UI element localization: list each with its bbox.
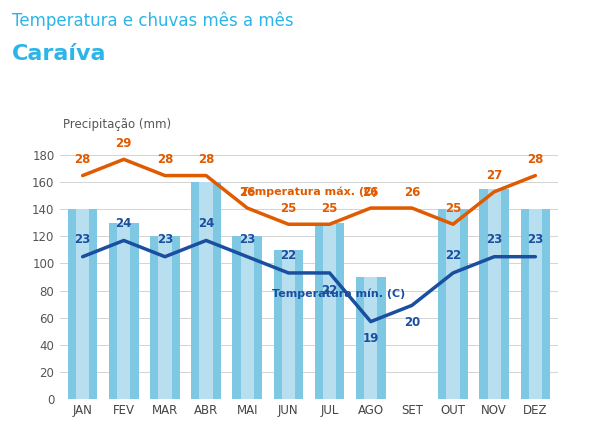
Bar	[315, 223, 344, 399]
Bar	[241, 237, 254, 399]
Bar	[158, 237, 172, 399]
Text: 26: 26	[404, 186, 420, 198]
Text: 28: 28	[198, 153, 214, 166]
Text: 22: 22	[322, 284, 338, 297]
Bar	[446, 210, 460, 399]
Bar	[274, 250, 303, 399]
Text: Caraíva: Caraíva	[12, 44, 107, 64]
Text: 24: 24	[116, 217, 132, 229]
Text: 28: 28	[527, 153, 544, 166]
Text: 28: 28	[157, 153, 173, 166]
Bar	[117, 223, 130, 399]
Bar	[438, 210, 468, 399]
Text: 23: 23	[486, 233, 502, 246]
Bar	[488, 189, 501, 399]
Bar	[521, 210, 550, 399]
Text: Temperatura e chuvas mês a mês: Temperatura e chuvas mês a mês	[12, 11, 293, 30]
Text: 29: 29	[116, 137, 132, 150]
Bar	[479, 189, 509, 399]
Text: 24: 24	[198, 217, 214, 229]
Bar	[323, 223, 336, 399]
Bar	[529, 210, 542, 399]
Text: 28: 28	[74, 153, 91, 166]
Text: 26: 26	[362, 186, 379, 198]
Bar	[109, 223, 139, 399]
Bar	[150, 237, 180, 399]
Bar	[68, 210, 97, 399]
Text: Temperatura mín. (C): Temperatura mín. (C)	[272, 289, 405, 299]
Bar	[356, 277, 386, 399]
Text: Temperatura máx. (C): Temperatura máx. (C)	[241, 186, 377, 197]
Text: 25: 25	[322, 202, 338, 215]
Text: 23: 23	[239, 233, 256, 246]
Text: 25: 25	[445, 202, 461, 215]
Text: 25: 25	[280, 202, 296, 215]
Text: 22: 22	[280, 249, 296, 262]
Text: 23: 23	[157, 233, 173, 246]
Text: 26: 26	[239, 186, 256, 198]
Text: Precipitação (mm): Precipitação (mm)	[63, 118, 171, 131]
Text: 23: 23	[527, 233, 544, 246]
Bar	[76, 210, 89, 399]
Bar	[191, 183, 221, 399]
Bar	[232, 237, 262, 399]
Text: 20: 20	[404, 316, 420, 329]
Text: 27: 27	[486, 169, 502, 183]
Bar	[199, 183, 213, 399]
Text: 19: 19	[362, 332, 379, 346]
Text: 22: 22	[445, 249, 461, 262]
Bar	[364, 277, 377, 399]
Bar	[282, 250, 295, 399]
Text: 23: 23	[74, 233, 91, 246]
